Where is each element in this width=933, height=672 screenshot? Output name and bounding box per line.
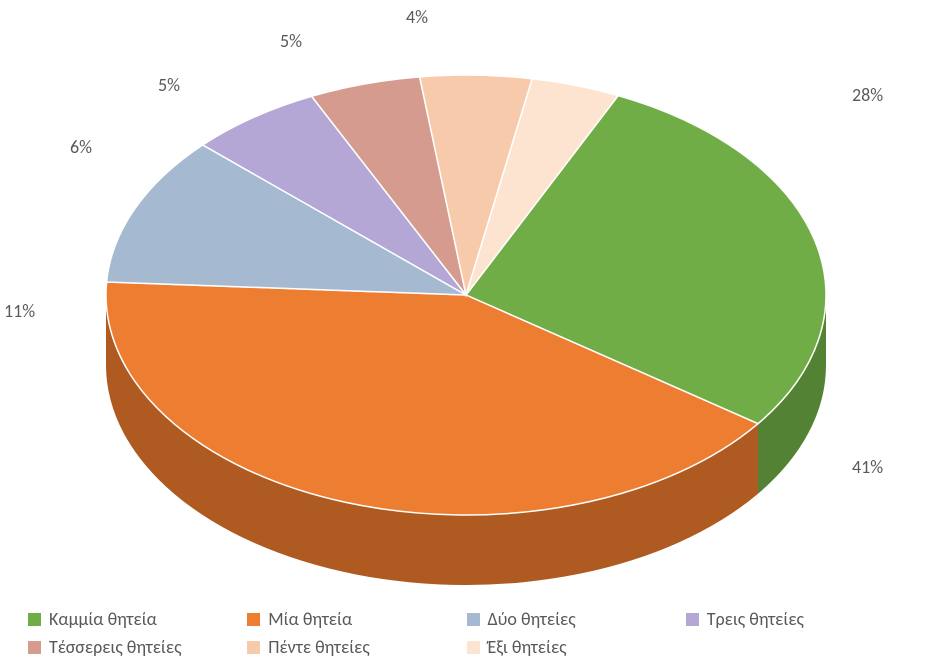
legend-item: Καμμία θητεία — [28, 608, 247, 630]
legend-label: Τέσσερεις θητείες — [49, 636, 181, 658]
legend-label: Μία θητεία — [268, 608, 352, 630]
data-label: 41% — [852, 456, 883, 478]
pie-area: 28% 41% 11% 6% 5% 5% 4% — [0, 0, 933, 590]
data-label: 5% — [158, 74, 180, 96]
legend-label: Έξι θητείες — [488, 636, 567, 658]
pie-svg — [0, 0, 933, 590]
legend: Καμμία θητεία Μία θητεία Δύο θητείες Τρεις … — [28, 608, 905, 658]
legend-swatch — [28, 641, 41, 654]
legend-item: Δύο θητείες — [467, 608, 686, 630]
data-label: 11% — [4, 300, 35, 322]
legend-swatch — [247, 641, 260, 654]
legend-swatch — [467, 641, 480, 654]
legend-swatch — [28, 613, 41, 626]
data-label: 28% — [852, 84, 883, 106]
legend-swatch — [467, 613, 480, 626]
legend-item: Τρεις θητείες — [686, 608, 905, 630]
legend-label: Τρεις θητείες — [707, 608, 804, 630]
legend-swatch — [247, 613, 260, 626]
legend-item: Πέντε θητείες — [247, 636, 466, 658]
legend-item: Έξι θητείες — [467, 636, 686, 658]
chart-stage: 28% 41% 11% 6% 5% 5% 4% Καμμία θητεία Μία θητεί… — [0, 0, 933, 672]
legend-swatch — [686, 613, 699, 626]
legend-item: Μία θητεία — [247, 608, 466, 630]
legend-label: Δύο θητείες — [488, 608, 576, 630]
legend-item: Τέσσερεις θητείες — [28, 636, 247, 658]
legend-label: Πέντε θητείες — [268, 636, 370, 658]
data-label: 5% — [280, 30, 302, 52]
legend-label: Καμμία θητεία — [49, 608, 157, 630]
data-label: 4% — [406, 6, 428, 28]
data-label: 6% — [70, 136, 92, 158]
